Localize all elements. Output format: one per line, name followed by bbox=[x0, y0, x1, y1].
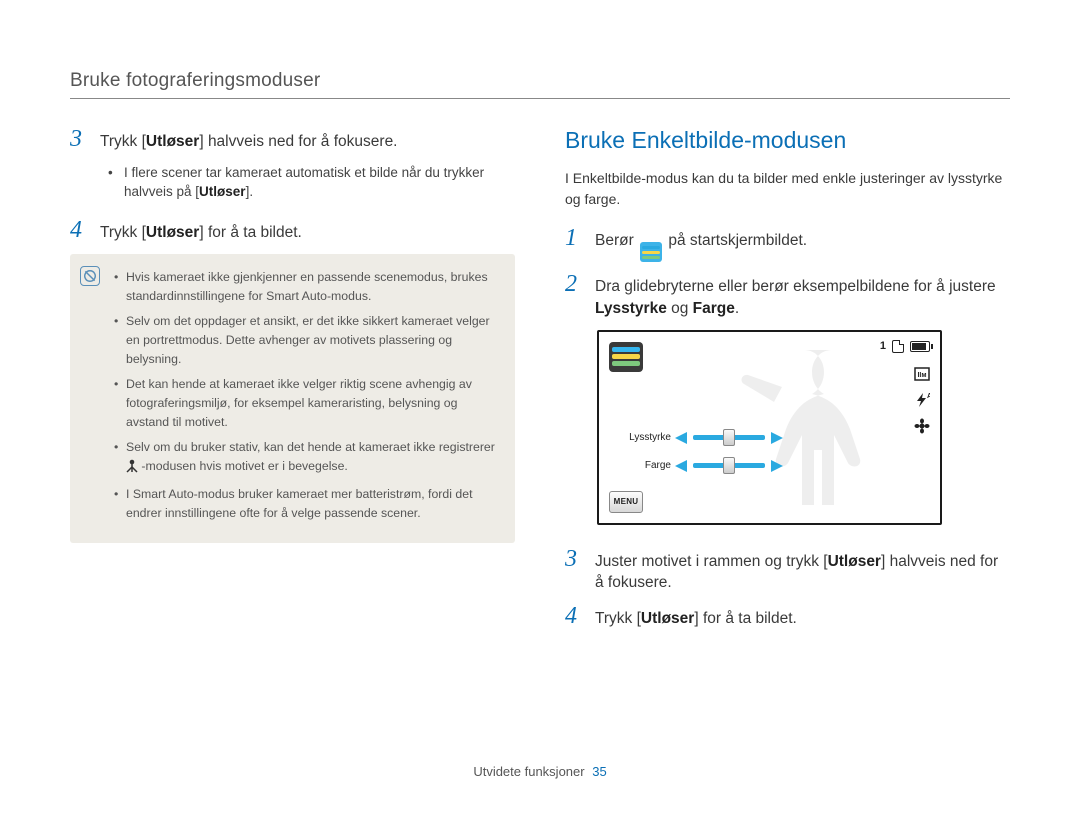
sd-card-icon bbox=[892, 340, 904, 353]
brightness-slider[interactable] bbox=[675, 432, 783, 444]
footer-label: Utvidete funksjoner bbox=[473, 764, 584, 779]
left-column: 3 Trykk [Utløser] halvveis ned for å fok… bbox=[70, 127, 515, 640]
section-header: Bruke fotograferingsmoduser bbox=[70, 70, 1010, 99]
slider-track bbox=[693, 435, 765, 440]
step-number: 3 bbox=[70, 127, 88, 151]
step-3-right: 3 Juster motivet i rammen og trykk [Utlø… bbox=[565, 547, 1010, 594]
note-text-part: Selv om du bruker stativ, kan det hende … bbox=[126, 440, 495, 454]
t: Juster motivet i rammen og trykk [ bbox=[595, 553, 828, 570]
t: Trykk [ bbox=[100, 224, 146, 241]
slider-thumb[interactable] bbox=[723, 429, 735, 446]
step-text: Berør på startskjermbildet. bbox=[595, 226, 807, 262]
note-item: Det kan hende at kameraet ikke velger ri… bbox=[114, 375, 499, 432]
step-2: 2 Dra glidebryterne eller berør eksempel… bbox=[565, 272, 1010, 319]
svg-text:IIм: IIм bbox=[917, 372, 926, 379]
note-icon bbox=[80, 266, 100, 286]
bullet-dot: • bbox=[108, 163, 116, 202]
sub-bullet: • I flere scener tar kameraet automatisk… bbox=[108, 163, 515, 202]
arrow-right-icon bbox=[771, 432, 783, 444]
step-text: Trykk [Utløser] for å ta bildet. bbox=[100, 218, 302, 244]
color-slider[interactable] bbox=[675, 460, 783, 472]
right-column: Bruke Enkeltbilde-modusen I Enkeltbilde-… bbox=[565, 127, 1010, 640]
step-number: 4 bbox=[70, 218, 88, 242]
note-item: Hvis kameraet ikke gjenkjenner en passen… bbox=[114, 268, 499, 306]
step-1: 1 Berør på startskjermbildet. bbox=[565, 226, 1010, 262]
mode-icon bbox=[609, 342, 643, 372]
battery-icon bbox=[910, 341, 930, 352]
slider-label-color: Farge bbox=[613, 460, 671, 471]
t: ] for å ta bildet. bbox=[199, 224, 302, 241]
t: ]. bbox=[246, 184, 254, 199]
t: på startskjermbildet. bbox=[668, 232, 807, 249]
note-item-with-icon: Selv om du bruker stativ, kan det hende … bbox=[114, 438, 499, 479]
note-text-part: -modusen hvis motivet er i bevegelse. bbox=[141, 459, 347, 473]
t: ] halvveis ned for å fokusere. bbox=[199, 133, 397, 150]
step-text: Juster motivet i rammen og trykk [Utløse… bbox=[595, 547, 1010, 594]
mode-sliders-icon bbox=[640, 242, 662, 262]
status-bar: 1 bbox=[880, 340, 930, 353]
two-column-layout: 3 Trykk [Utløser] halvveis ned for å fok… bbox=[70, 127, 1010, 640]
camera-lcd: MENU 1 IIм A Lysstyrke Farge bbox=[597, 330, 942, 525]
right-icon-stack: IIм A bbox=[914, 366, 930, 434]
step-text: Dra glidebryterne eller berør eksempelbi… bbox=[595, 272, 1010, 319]
t: I flere scener tar kameraet automatisk e… bbox=[124, 165, 484, 200]
t-bold: Farge bbox=[693, 300, 735, 317]
slider-track bbox=[693, 463, 765, 468]
sub-text: I flere scener tar kameraet automatisk e… bbox=[124, 163, 515, 202]
camera-screen-illustration: MENU 1 IIм A Lysstyrke Farge bbox=[597, 330, 1010, 525]
step-text: Trykk [Utløser] halvveis ned for å fokus… bbox=[100, 127, 398, 153]
arrow-left-icon bbox=[675, 460, 687, 472]
tripod-icon bbox=[126, 459, 138, 479]
t: ] for å ta bildet. bbox=[694, 610, 797, 627]
t: Trykk [ bbox=[595, 610, 641, 627]
svg-text:A: A bbox=[927, 393, 930, 400]
step-4-right: 4 Trykk [Utløser] for å ta bildet. bbox=[565, 604, 1010, 630]
step-4: 4 Trykk [Utløser] for å ta bildet. bbox=[70, 218, 515, 244]
step-number: 1 bbox=[565, 226, 583, 250]
size-icon: IIм bbox=[914, 366, 930, 382]
t-bold: Utløser bbox=[199, 184, 246, 199]
page-footer: Utvidete funksjoner 35 bbox=[0, 764, 1080, 779]
t: Berør bbox=[595, 232, 638, 249]
note-list: Hvis kameraet ikke gjenkjenner en passen… bbox=[114, 268, 499, 524]
step-number: 2 bbox=[565, 272, 583, 296]
arrow-right-icon bbox=[771, 460, 783, 472]
menu-button[interactable]: MENU bbox=[609, 491, 643, 513]
step-number: 4 bbox=[565, 604, 583, 628]
intro-text: I Enkeltbilde-modus kan du ta bilder med… bbox=[565, 168, 1010, 210]
page-number: 35 bbox=[592, 764, 606, 779]
shot-count: 1 bbox=[880, 340, 886, 352]
slider-thumb[interactable] bbox=[723, 457, 735, 474]
note-box: Hvis kameraet ikke gjenkjenner en passen… bbox=[70, 254, 515, 544]
t: . bbox=[735, 300, 739, 317]
arrow-left-icon bbox=[675, 432, 687, 444]
t-bold: Utløser bbox=[146, 224, 199, 241]
section-title: Bruke Enkeltbilde-modusen bbox=[565, 127, 1010, 154]
step-text: Trykk [Utløser] for å ta bildet. bbox=[595, 604, 797, 630]
t-bold: Lysstyrke bbox=[595, 300, 667, 317]
step-number: 3 bbox=[565, 547, 583, 571]
t-bold: Utløser bbox=[146, 133, 199, 150]
t: Trykk [ bbox=[100, 133, 146, 150]
flash-icon: A bbox=[914, 392, 930, 408]
t-bold: Utløser bbox=[828, 553, 881, 570]
flower-macro-icon bbox=[914, 418, 930, 434]
note-item: Selv om det oppdager et ansikt, er det i… bbox=[114, 312, 499, 369]
slider-label-brightness: Lysstyrke bbox=[613, 432, 671, 443]
note-item: I Smart Auto-modus bruker kameraet mer b… bbox=[114, 485, 499, 523]
t: og bbox=[667, 300, 693, 317]
step-3: 3 Trykk [Utløser] halvveis ned for å fok… bbox=[70, 127, 515, 153]
t: Dra glidebryterne eller berør eksempelbi… bbox=[595, 278, 996, 295]
t-bold: Utløser bbox=[641, 610, 694, 627]
